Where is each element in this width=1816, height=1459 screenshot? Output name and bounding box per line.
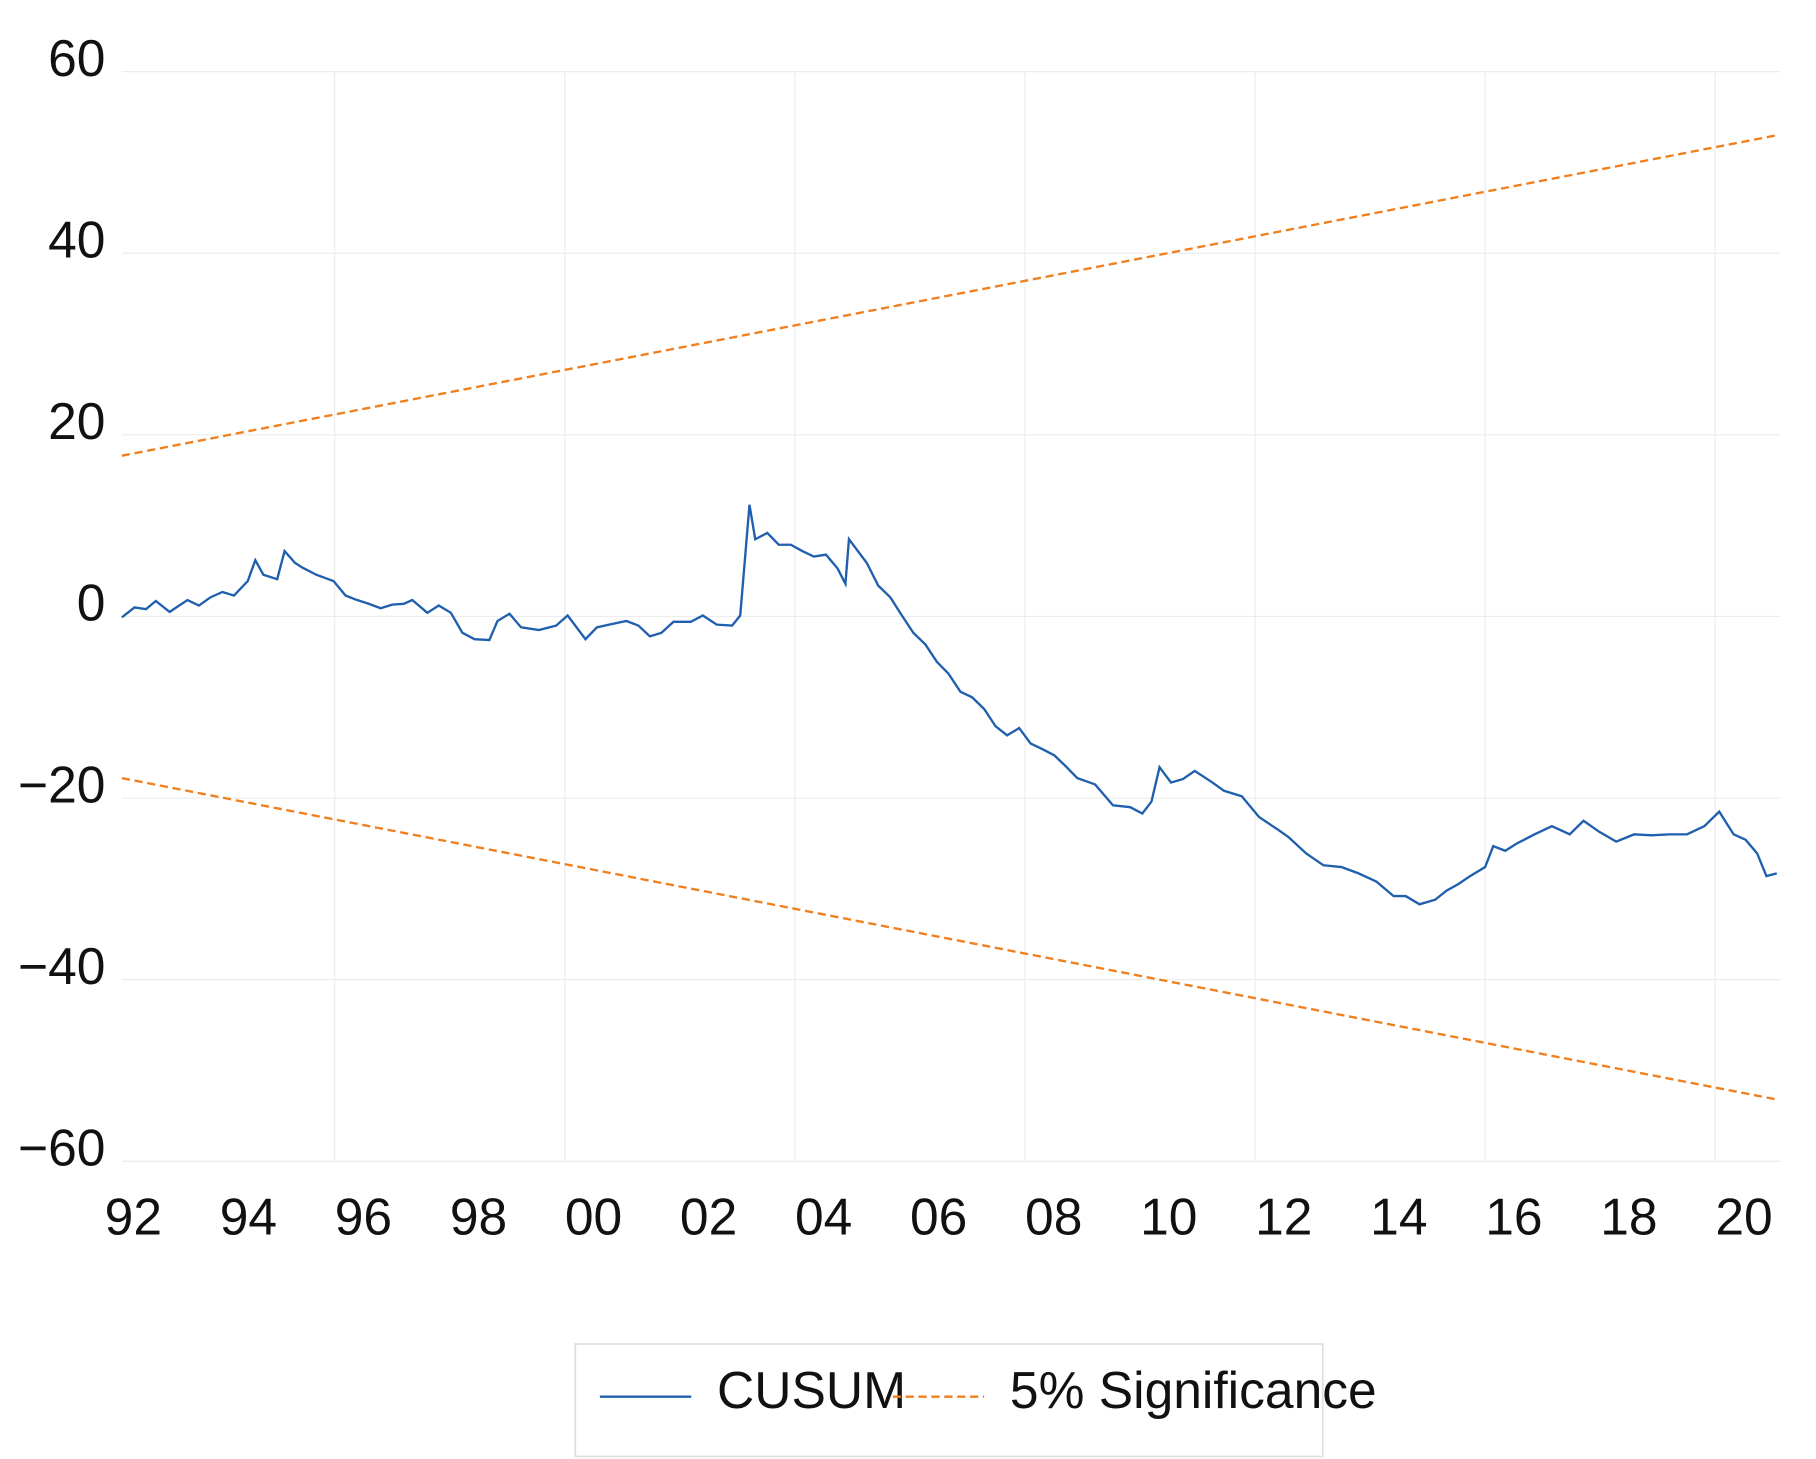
legend-label: 5% Significance xyxy=(1010,1361,1377,1419)
x-tick-label: 96 xyxy=(335,1188,392,1246)
line-series xyxy=(121,504,1778,906)
x-tick-label: 92 xyxy=(105,1188,162,1246)
line-series xyxy=(121,776,1777,1101)
x-tick-label: 98 xyxy=(450,1188,507,1246)
y-tick-label: 0 xyxy=(77,574,106,632)
x-tick-label: 18 xyxy=(1600,1188,1657,1246)
x-tick-label: 08 xyxy=(1025,1188,1082,1246)
x-tick-label: 14 xyxy=(1370,1188,1427,1246)
x-tick-label: 94 xyxy=(220,1188,277,1246)
legend-label: CUSUM xyxy=(717,1361,906,1419)
legend-box xyxy=(574,1343,1324,1458)
y-tick-label: −20 xyxy=(18,755,105,813)
x-tick-label: 12 xyxy=(1255,1188,1312,1246)
line-series xyxy=(121,134,1777,457)
y-tick-label: 60 xyxy=(48,29,105,87)
y-tick-label: 40 xyxy=(48,210,105,268)
x-tick-label: 16 xyxy=(1485,1188,1542,1246)
y-tick-label: −60 xyxy=(18,1118,105,1176)
x-tick-label: 20 xyxy=(1715,1188,1772,1246)
x-tick-label: 04 xyxy=(795,1188,852,1246)
x-tick-label: 06 xyxy=(910,1188,967,1246)
x-tick-label: 02 xyxy=(680,1188,737,1246)
y-tick-label: 20 xyxy=(48,392,105,450)
x-tick-label: 10 xyxy=(1140,1188,1197,1246)
x-tick-label: 00 xyxy=(565,1188,622,1246)
y-tick-label: −40 xyxy=(18,937,105,995)
